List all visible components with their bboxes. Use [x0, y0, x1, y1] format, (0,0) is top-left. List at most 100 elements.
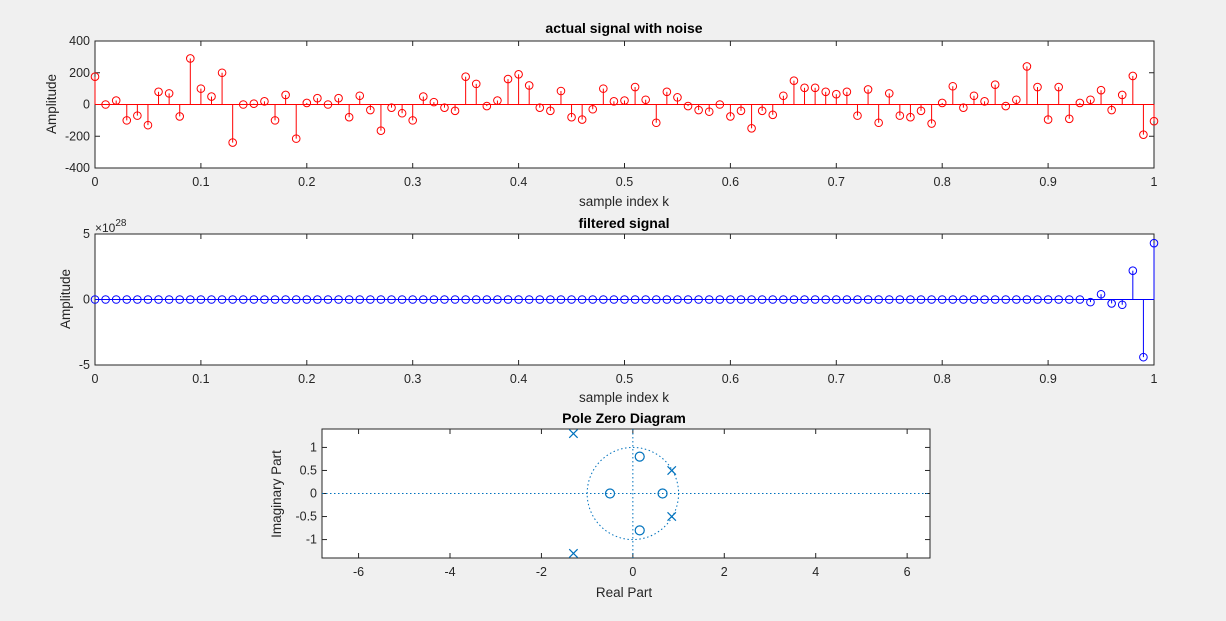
stem-marker: [768, 295, 778, 304]
stem-marker: [673, 295, 682, 304]
stem-marker: [747, 124, 756, 133]
stem-marker: [249, 295, 259, 304]
y-tick-label: -200: [65, 129, 90, 143]
stem-marker: [726, 295, 735, 304]
axis-ticks: 0 0.1 0.2 0.3 0.4 0.5 0.6 0.7 0.8 0.9 1 -400 -200 0 20…: [65, 34, 1158, 189]
stem-marker: [122, 116, 132, 125]
stem-marker: [260, 97, 269, 106]
pole-zero-marks: [322, 428, 930, 559]
stem-marker: [694, 295, 703, 304]
stem-marker: [461, 295, 470, 304]
x-tick-label: 0.9: [1039, 175, 1056, 189]
stem-marker: [291, 134, 301, 143]
stem-marker: [906, 112, 915, 122]
x-tick-label: 0.1: [192, 372, 209, 386]
stem-marker: [111, 295, 121, 304]
x-tick-label: 2: [721, 565, 728, 579]
stem-marker: [1054, 295, 1063, 304]
zero-marker: [657, 488, 668, 499]
stem-marker: [884, 89, 894, 98]
stem-marker: [344, 295, 354, 304]
x-tick-label: 0.8: [934, 175, 951, 189]
stem-marker: [1107, 105, 1116, 115]
stem-marker: [651, 118, 661, 128]
stem-marker: [228, 295, 237, 304]
pole-marker: [568, 428, 579, 439]
stem-marker: [800, 83, 809, 93]
stem-marker: [641, 295, 650, 304]
x-tick-label: -6: [353, 565, 364, 579]
stem-marker: [1001, 101, 1011, 111]
stem-marker: [217, 295, 227, 304]
stem-marker: [238, 295, 248, 304]
chart-title: filtered signal: [578, 215, 669, 231]
stem-marker: [408, 295, 418, 304]
pole-marker: [667, 511, 677, 522]
stem-marker: [588, 295, 598, 304]
stem-marker: [810, 83, 820, 93]
y-tick-label: 0.5: [300, 463, 317, 477]
stem-marker: [196, 295, 206, 304]
stem-marker: [895, 111, 905, 120]
stem-marker: [683, 101, 693, 111]
stem-marker: [1139, 130, 1148, 139]
stem-marker: [154, 295, 163, 304]
y-exponent: ×1028: [95, 218, 127, 235]
x-tick-label: 0: [629, 565, 636, 579]
stem-marker: [196, 84, 206, 93]
stem-marker: [1075, 98, 1085, 108]
pole-marker: [568, 548, 579, 559]
stem-marker: [599, 295, 608, 304]
stem-marker: [927, 119, 936, 128]
stem-marker: [376, 126, 386, 135]
x-tick-label: 0.3: [404, 175, 421, 189]
x-tick-label: -2: [536, 565, 547, 579]
stem-marker: [969, 295, 979, 304]
x-tick-label: 4: [812, 565, 819, 579]
stem-marker: [143, 120, 153, 130]
stem-marker: [514, 70, 523, 79]
stem-marker: [313, 295, 322, 304]
y-tick-label: 200: [69, 66, 90, 80]
stem-marker: [620, 96, 629, 105]
stem-marker: [789, 76, 799, 85]
stem-series: [90, 238, 1159, 362]
stem-marker: [853, 111, 862, 120]
stem-marker: [704, 107, 714, 116]
stem-marker: [1128, 266, 1138, 275]
stem-marker: [249, 99, 259, 109]
pole-stroke: [667, 511, 677, 522]
stem-marker: [651, 295, 661, 304]
x-tick-label: 1: [1151, 372, 1158, 386]
stem-marker: [630, 82, 640, 92]
stem-marker: [1086, 297, 1095, 307]
y-axis-label: Amplitude: [58, 269, 73, 329]
stem-marker: [1012, 95, 1021, 105]
x-tick-label: 0.9: [1039, 372, 1056, 386]
stem-marker: [546, 295, 555, 304]
stem-marker: [630, 295, 640, 304]
stem-marker: [461, 72, 470, 82]
x-tick-label: 0: [92, 175, 99, 189]
stem-marker: [366, 295, 375, 304]
stem-marker: [238, 100, 248, 109]
stem-marker: [779, 91, 788, 101]
stem-marker: [800, 295, 809, 304]
subplot-pole-zero: -6 -4 -2 0 2 4 6-1-0.500.51 Pole Zero Diagram …: [269, 410, 931, 600]
stem-marker: [323, 295, 333, 304]
stem-marker: [937, 98, 947, 108]
stem-marker: [228, 138, 237, 147]
stem-marker: [217, 68, 227, 78]
stem-marker: [1064, 114, 1074, 124]
stem-marker: [175, 112, 185, 121]
stem-marker: [334, 295, 343, 304]
x-tick-label: 0.8: [934, 372, 951, 386]
stem-marker: [948, 295, 958, 304]
stem-marker: [133, 111, 142, 120]
stem-marker: [482, 295, 492, 304]
y-tick-label: -5: [79, 358, 90, 372]
zero-marker: [604, 488, 616, 499]
stem-marker: [821, 295, 831, 304]
stem-marker: [260, 295, 269, 304]
stem-marker: [154, 87, 163, 97]
